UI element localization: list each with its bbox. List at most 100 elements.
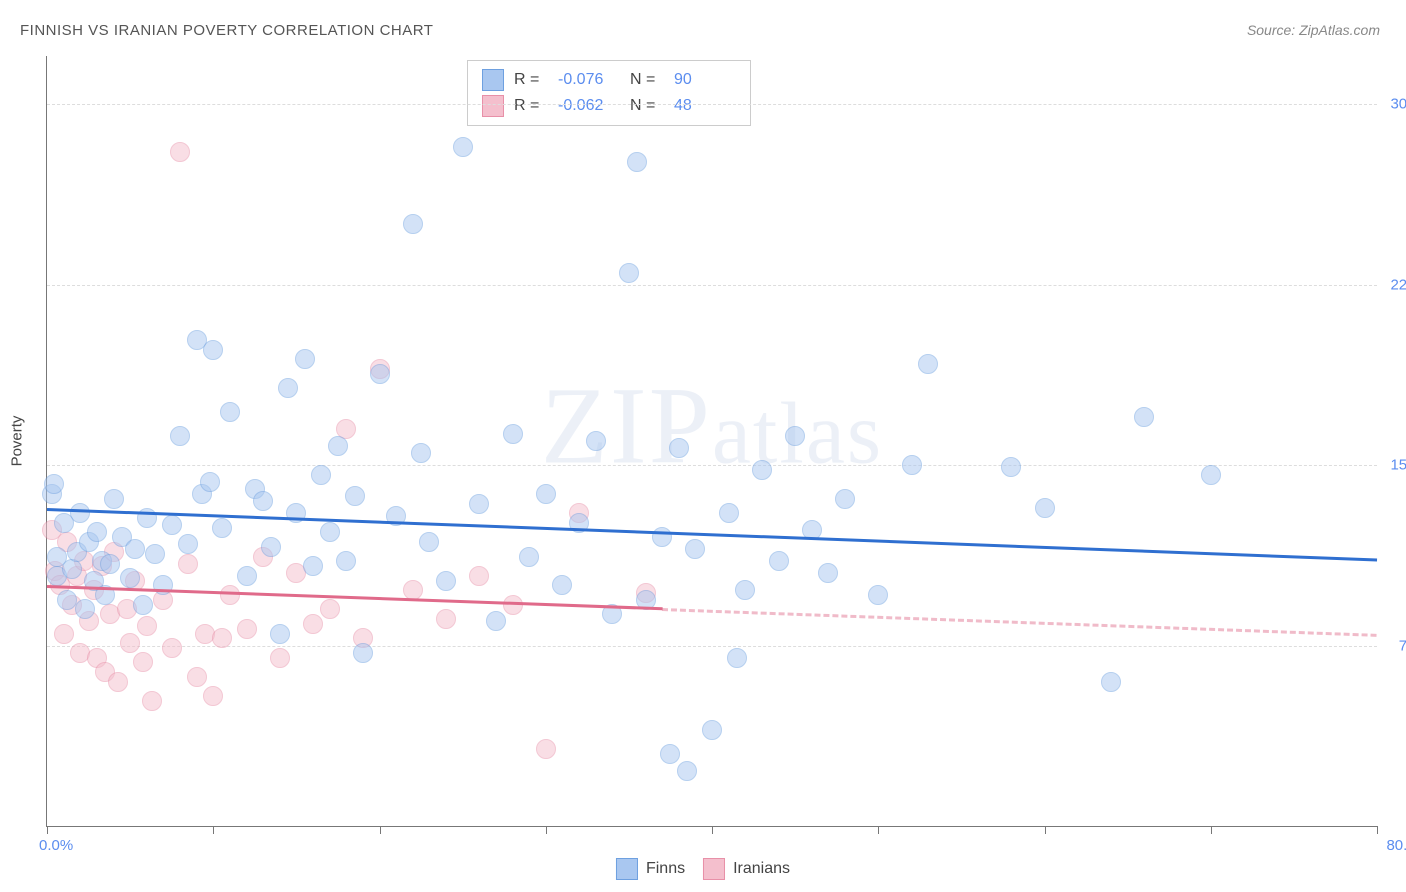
data-point-iranians [120, 633, 140, 653]
legend-row-finns: R = -0.076 N = 90 [482, 67, 736, 93]
data-point-finns [336, 551, 356, 571]
x-tick [1045, 826, 1046, 834]
data-point-finns [677, 761, 697, 781]
data-point-finns [75, 599, 95, 619]
legend-item-finns: Finns [616, 858, 685, 880]
data-point-finns [702, 720, 722, 740]
data-point-finns [552, 575, 572, 595]
data-point-finns [727, 648, 747, 668]
data-point-iranians [187, 667, 207, 687]
data-point-finns [62, 559, 82, 579]
swatch-finns [482, 69, 504, 91]
data-point-finns [1101, 672, 1121, 692]
data-point-finns [1134, 407, 1154, 427]
data-point-finns [87, 522, 107, 542]
series-label-iranians: Iranians [733, 860, 790, 878]
data-point-finns [320, 522, 340, 542]
y-tick-label: 7.5% [1383, 637, 1406, 654]
x-max-label: 80.0% [1386, 837, 1406, 854]
series-legend: Finns Iranians [616, 858, 790, 880]
data-point-iranians [220, 585, 240, 605]
r-label: R = [514, 97, 548, 115]
data-point-finns [203, 340, 223, 360]
data-point-finns [1201, 465, 1221, 485]
data-point-finns [370, 364, 390, 384]
gridline [47, 104, 1377, 105]
data-point-iranians [303, 614, 323, 634]
data-point-finns [311, 465, 331, 485]
r-label: R = [514, 71, 548, 89]
data-point-finns [328, 436, 348, 456]
data-point-iranians [108, 672, 128, 692]
x-tick [712, 826, 713, 834]
data-point-finns [270, 624, 290, 644]
data-point-finns [918, 354, 938, 374]
data-point-iranians [203, 686, 223, 706]
data-point-finns [785, 426, 805, 446]
data-point-finns [212, 518, 232, 538]
data-point-finns [769, 551, 789, 571]
source-label: Source: ZipAtlas.com [1247, 22, 1380, 38]
data-point-finns [503, 424, 523, 444]
data-point-iranians [54, 624, 74, 644]
x-tick [380, 826, 381, 834]
data-point-finns [586, 431, 606, 451]
data-point-iranians [212, 628, 232, 648]
data-point-finns [411, 443, 431, 463]
data-point-finns [278, 378, 298, 398]
data-point-iranians [469, 566, 489, 586]
data-point-iranians [178, 554, 198, 574]
data-point-finns [619, 263, 639, 283]
x-tick [878, 826, 879, 834]
data-point-finns [253, 491, 273, 511]
legend-row-iranians: R = -0.062 N = 48 [482, 93, 736, 119]
data-point-finns [868, 585, 888, 605]
data-point-finns [627, 152, 647, 172]
data-point-finns [220, 402, 240, 422]
data-point-finns [170, 426, 190, 446]
r-value-finns: -0.076 [558, 71, 620, 89]
data-point-finns [719, 503, 739, 523]
data-point-finns [345, 486, 365, 506]
data-point-finns [486, 611, 506, 631]
legend-item-iranians: Iranians [703, 858, 790, 880]
data-point-finns [902, 455, 922, 475]
data-point-finns [735, 580, 755, 600]
n-value-iranians: 48 [674, 97, 736, 115]
data-point-iranians [170, 142, 190, 162]
data-point-finns [178, 534, 198, 554]
data-point-finns [519, 547, 539, 567]
data-point-iranians [237, 619, 257, 639]
data-point-finns [133, 595, 153, 615]
data-point-finns [469, 494, 489, 514]
data-point-finns [303, 556, 323, 576]
data-point-finns [660, 744, 680, 764]
data-point-iranians [142, 691, 162, 711]
trend-line [662, 608, 1377, 637]
data-point-finns [237, 566, 257, 586]
data-point-finns [261, 537, 281, 557]
data-point-finns [1035, 498, 1055, 518]
y-tick-label: 30.0% [1383, 96, 1406, 113]
swatch-iranians [482, 95, 504, 117]
data-point-iranians [162, 638, 182, 658]
x-min-label: 0.0% [39, 837, 73, 854]
y-tick-label: 15.0% [1383, 457, 1406, 474]
trend-line [47, 508, 1377, 562]
gridline [47, 285, 1377, 286]
y-tick-label: 22.5% [1383, 276, 1406, 293]
data-point-finns [403, 214, 423, 234]
series-label-finns: Finns [646, 860, 685, 878]
scatter-plot: Poverty ZIPatlas 0.0% 80.0% R = -0.076 N… [46, 56, 1377, 827]
data-point-finns [818, 563, 838, 583]
data-point-finns [453, 137, 473, 157]
x-tick [47, 826, 48, 834]
data-point-iranians [320, 599, 340, 619]
data-point-finns [125, 539, 145, 559]
data-point-finns [419, 532, 439, 552]
data-point-finns [104, 489, 124, 509]
data-point-finns [70, 503, 90, 523]
data-point-finns [44, 474, 64, 494]
data-point-finns [353, 643, 373, 663]
data-point-iranians [436, 609, 456, 629]
